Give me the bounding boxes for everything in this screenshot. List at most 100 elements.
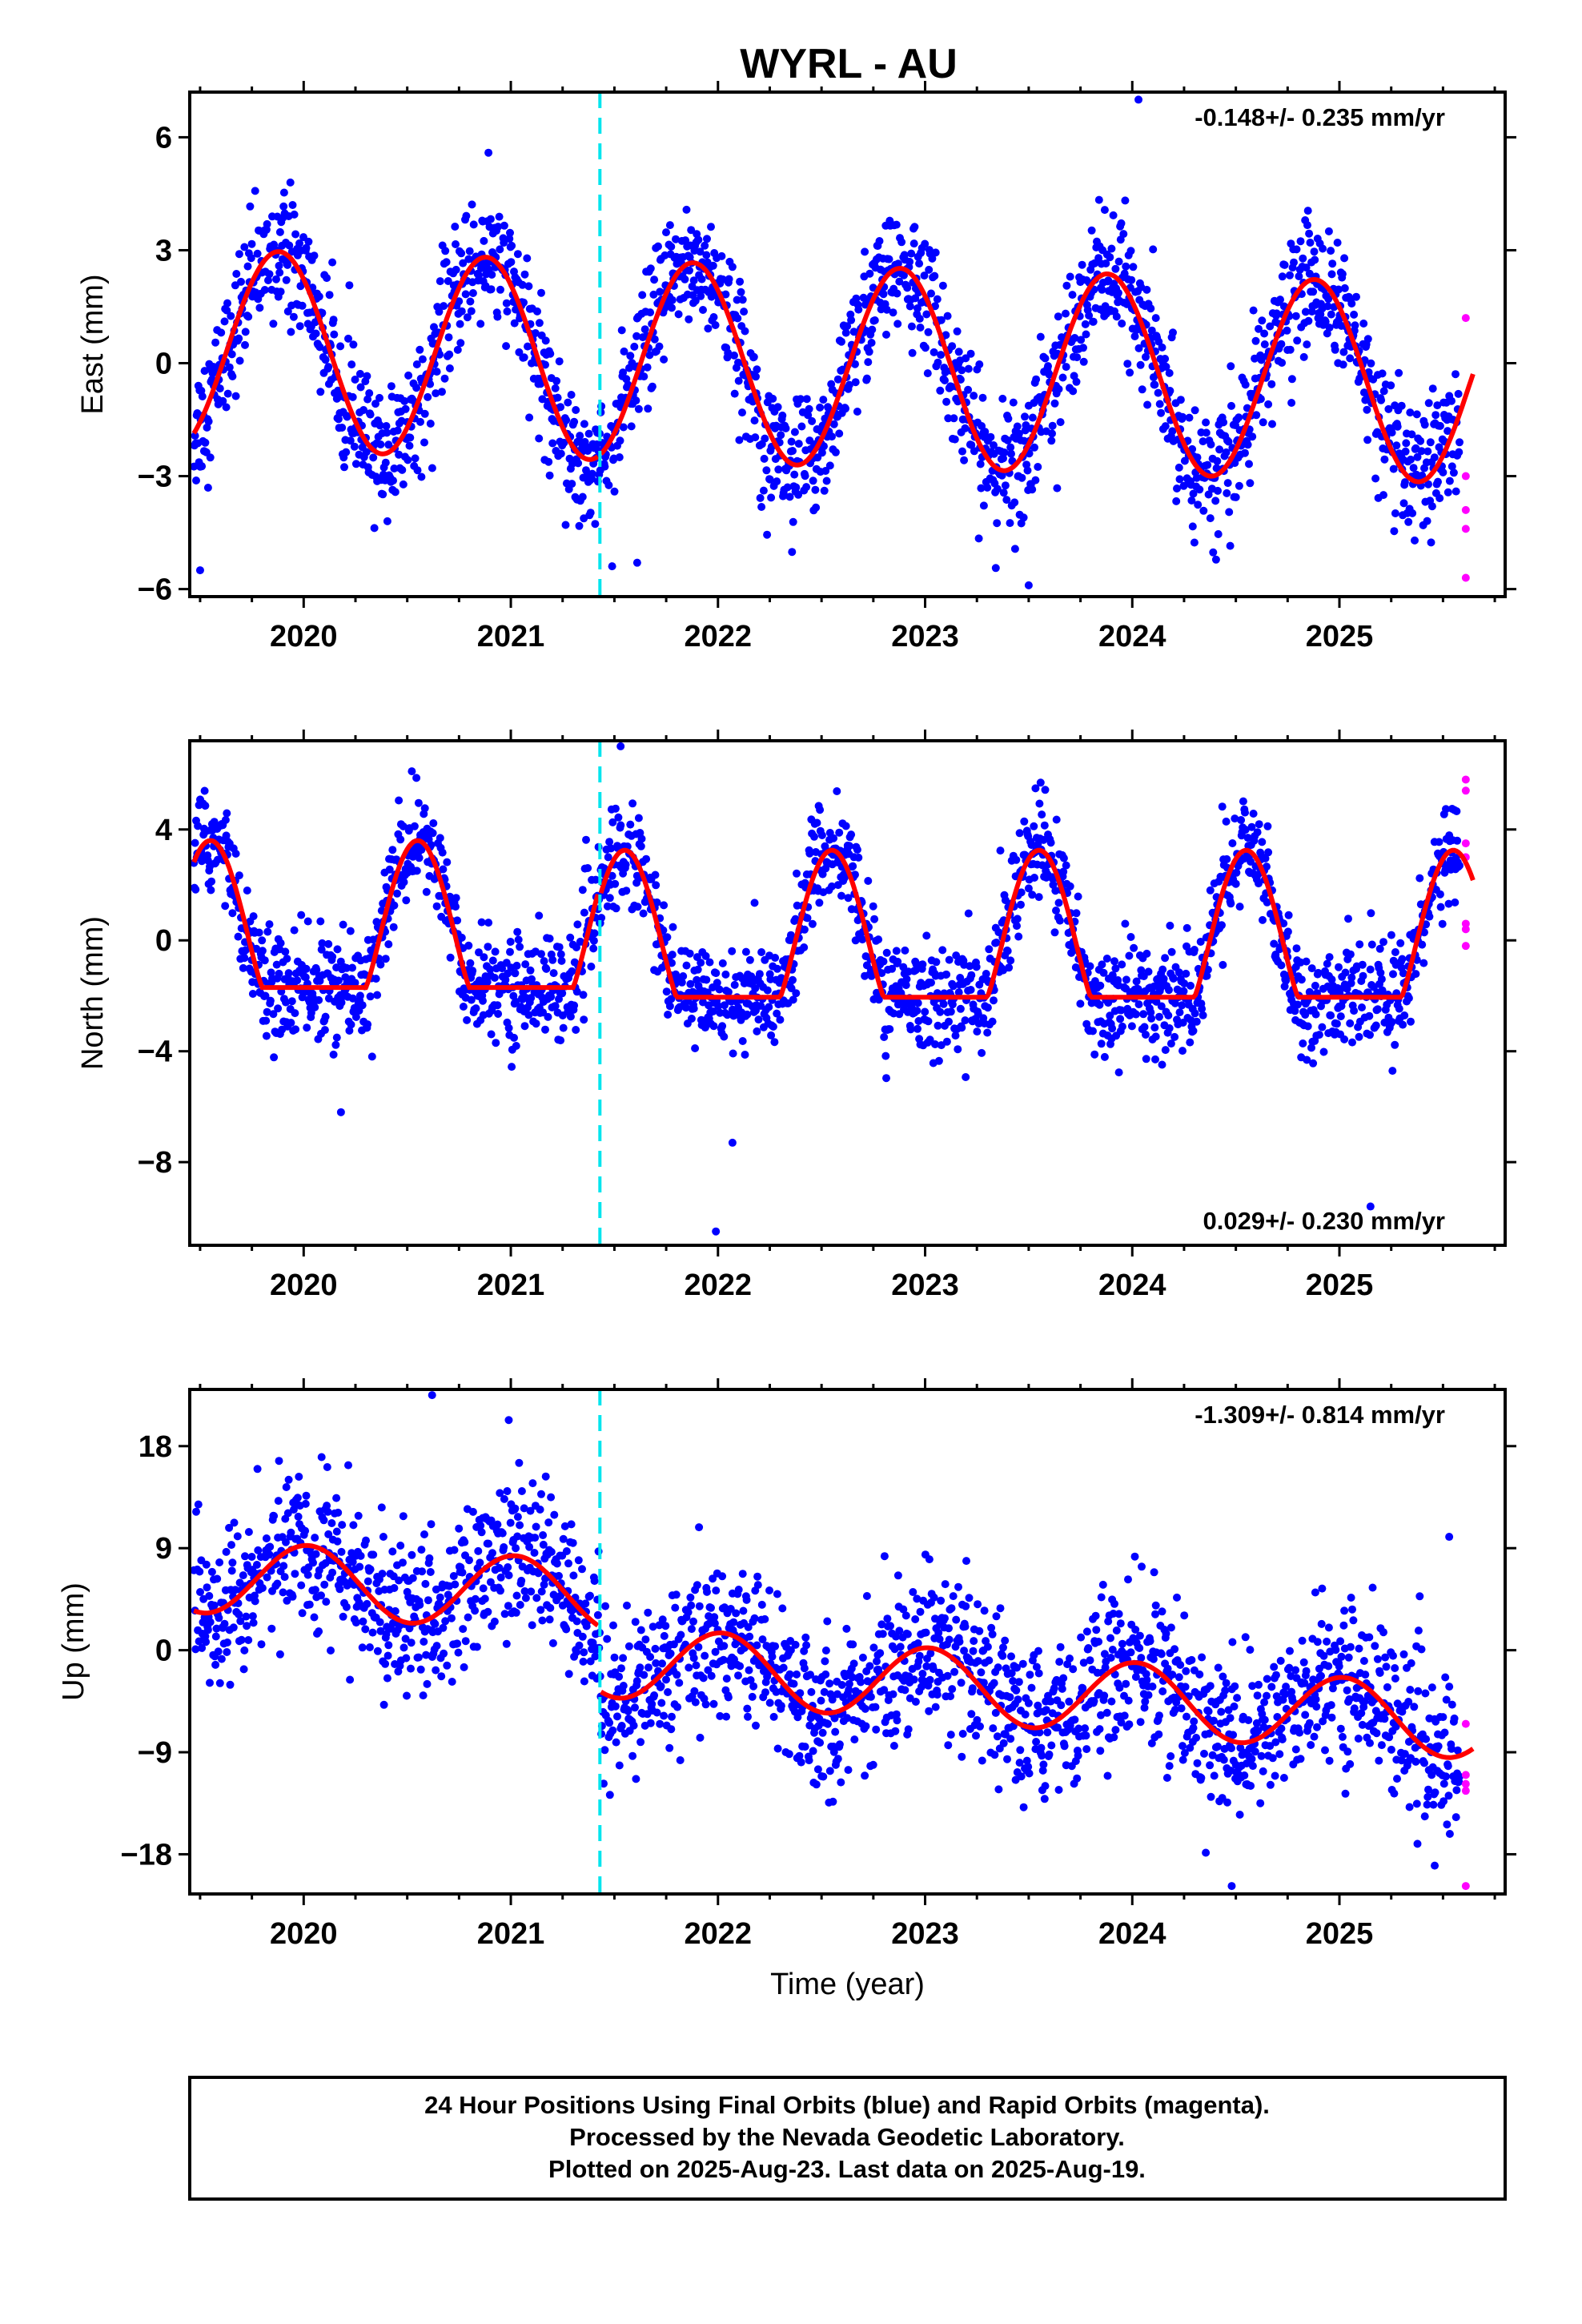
final-point: [580, 1677, 588, 1686]
final-point: [749, 352, 758, 361]
final-point: [861, 247, 869, 256]
final-point: [1146, 304, 1155, 313]
final-point: [1024, 581, 1033, 589]
final-point: [351, 1013, 360, 1021]
final-point: [235, 1610, 243, 1618]
final-point: [948, 342, 957, 351]
final-point: [1338, 270, 1347, 279]
final-point: [580, 1015, 588, 1024]
final-point: [539, 1540, 548, 1549]
final-point: [734, 358, 742, 367]
final-point: [1170, 999, 1179, 1007]
final-point: [459, 1625, 468, 1634]
final-point: [304, 237, 313, 246]
final-point: [870, 915, 879, 923]
x-tick-label: 2025: [1306, 620, 1374, 653]
final-point: [1175, 1008, 1184, 1017]
final-point: [1098, 285, 1106, 294]
final-point: [605, 894, 614, 903]
final-point: [291, 230, 300, 239]
final-point: [490, 1617, 499, 1626]
final-point: [1373, 1005, 1382, 1014]
final-point: [847, 316, 856, 324]
final-point: [1028, 891, 1037, 899]
final-point: [290, 210, 299, 219]
final-point: [1050, 399, 1059, 408]
final-point: [825, 461, 834, 470]
final-point: [285, 241, 294, 250]
final-point: [530, 1549, 539, 1557]
final-point: [613, 1712, 621, 1721]
plot-frame: [188, 739, 1507, 1247]
final-point: [1058, 373, 1067, 382]
final-point: [794, 440, 803, 448]
final-point: [1139, 1010, 1148, 1019]
final-point: [1331, 345, 1339, 354]
final-point: [424, 1596, 432, 1605]
final-point: [206, 453, 215, 462]
final-point: [538, 1616, 547, 1625]
final-point: [527, 994, 536, 1003]
final-point: [1085, 312, 1094, 320]
final-point: [415, 854, 424, 862]
final-point: [568, 967, 576, 975]
final-point: [817, 831, 826, 839]
final-point: [944, 414, 953, 423]
final-point: [1328, 259, 1337, 268]
final-point: [262, 1031, 271, 1040]
final-point: [1311, 1010, 1320, 1019]
final-point: [412, 360, 421, 368]
final-point: [852, 294, 861, 303]
final-point: [973, 1027, 982, 1036]
final-point: [590, 929, 599, 938]
final-point: [835, 429, 844, 438]
final-point: [922, 310, 931, 319]
final-point: [629, 1721, 638, 1730]
final-point: [770, 1038, 779, 1047]
final-point: [1014, 932, 1023, 941]
final-point: [578, 1632, 587, 1641]
final-point: [1118, 1022, 1126, 1031]
final-point: [315, 995, 323, 1004]
final-point: [559, 1023, 568, 1032]
final-point: [938, 281, 947, 290]
final-point: [275, 268, 284, 277]
final-point: [217, 328, 226, 337]
final-point: [605, 838, 614, 846]
final-point: [942, 1037, 951, 1046]
final-point: [1303, 1022, 1312, 1031]
final-point: [466, 297, 475, 306]
final-point: [1050, 928, 1059, 937]
final-point: [1411, 536, 1419, 545]
final-point: [1388, 1067, 1397, 1076]
final-point: [1249, 306, 1258, 315]
final-point: [272, 960, 281, 969]
final-point: [266, 996, 275, 1005]
final-point: [452, 894, 460, 903]
final-point: [1452, 807, 1461, 815]
final-point: [416, 1601, 424, 1609]
final-point: [1309, 287, 1318, 296]
final-point: [916, 324, 925, 332]
final-point: [603, 902, 612, 911]
final-point: [1123, 360, 1132, 368]
x-tick-label: 2024: [1098, 620, 1166, 653]
final-point: [802, 483, 811, 492]
final-point: [359, 406, 368, 414]
final-point: [407, 1664, 415, 1673]
final-point: [262, 1016, 271, 1025]
final-point: [976, 460, 985, 468]
final-point: [555, 1571, 563, 1580]
final-point: [1314, 968, 1323, 977]
final-point: [619, 423, 628, 432]
final-point: [332, 1494, 341, 1502]
final-point: [1291, 312, 1300, 320]
final-point: [194, 822, 203, 830]
final-point: [336, 1108, 345, 1116]
final-point: [273, 1579, 282, 1588]
final-point: [1173, 485, 1181, 493]
final-point: [1227, 899, 1235, 908]
final-point: [741, 947, 750, 956]
final-point: [448, 1614, 456, 1622]
